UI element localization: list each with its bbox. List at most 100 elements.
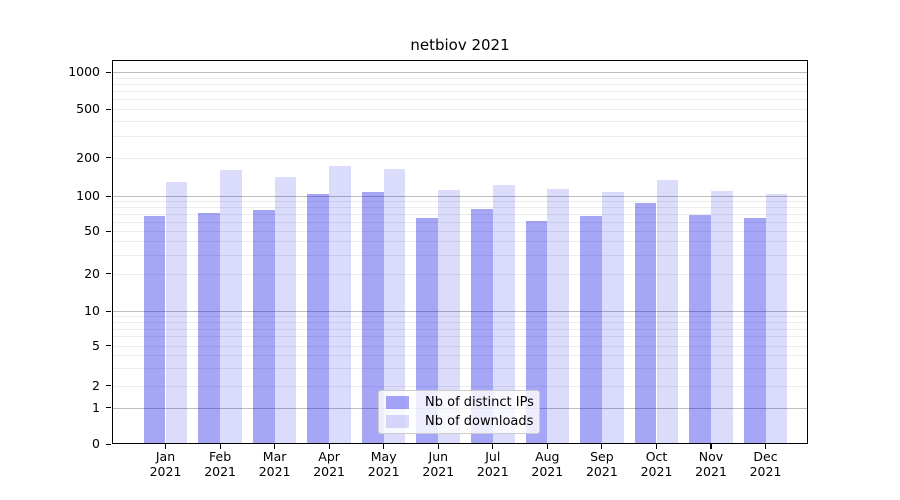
gridline-minor [112, 207, 808, 209]
bar-distinct-ips-nov [689, 214, 711, 444]
bar-distinct-ips-jan [143, 215, 166, 444]
bar-downloads-feb [220, 169, 242, 444]
x-tick-mark [601, 444, 603, 449]
gridline-minor [112, 136, 808, 137]
bar-downloads-sep [601, 192, 624, 444]
bar-distinct-ips-feb [198, 213, 221, 444]
bar-distinct-ips-dec [743, 217, 766, 444]
y-tick-mark [106, 407, 111, 409]
legend: Nb of distinct IPs Nb of downloads [378, 390, 540, 434]
x-tick-label: Nov 2021 [695, 449, 727, 479]
y-tick-mark [106, 443, 111, 445]
gridline-minor [112, 316, 808, 318]
gridline-major [112, 196, 808, 197]
y-tick-mark [106, 71, 111, 73]
gridline-minor [112, 336, 808, 338]
x-tick-label: Jan 2021 [149, 449, 182, 479]
y-tick-mark [106, 273, 111, 275]
x-tick-mark [437, 444, 439, 449]
y-tick-label: 10 [84, 303, 100, 318]
x-tick-mark [710, 444, 712, 449]
x-tick-mark [164, 444, 167, 449]
x-tick-label: Apr 2021 [313, 449, 345, 479]
bar-downloads-oct [656, 179, 679, 444]
x-tick-mark [655, 444, 658, 449]
y-tick-label: 500 [76, 101, 100, 116]
bar-downloads-aug [547, 188, 570, 444]
bar-downloads-apr [329, 165, 351, 444]
legend-label: Nb of distinct IPs [425, 395, 534, 410]
x-tick-mark [274, 444, 276, 449]
gridline-minor [112, 241, 808, 243]
bar-downloads-jul [492, 185, 515, 444]
gridline-minor [112, 355, 808, 357]
x-tick-mark [328, 444, 330, 449]
gridline-minor [112, 328, 808, 330]
bar-downloads-may [383, 168, 406, 444]
y-tick-label: 0 [92, 436, 100, 451]
y-tick-mark [106, 385, 111, 387]
gridline-minor [112, 273, 808, 275]
y-tick-label: 100 [76, 188, 100, 203]
x-tick-label: Oct 2021 [640, 449, 673, 479]
bar-distinct-ips-jun [416, 217, 439, 444]
chart-title: netbiov 2021 [410, 36, 510, 54]
bar-distinct-ips-jul [471, 208, 493, 444]
x-tick-label: Aug 2021 [531, 449, 564, 479]
y-tick-mark [106, 108, 111, 110]
x-tick-label: Mar 2021 [258, 449, 291, 479]
legend-label: Nb of downloads [425, 414, 534, 429]
y-tick-mark [106, 310, 111, 312]
x-tick-mark [219, 444, 221, 449]
y-tick-label: 1000 [68, 64, 100, 79]
gridline-minor [112, 367, 808, 369]
plot-area [112, 60, 808, 444]
y-tick-label: 200 [76, 149, 100, 165]
bar-downloads-jan [165, 182, 188, 444]
bar-distinct-ips-may [361, 192, 384, 444]
x-tick-label: Sep 2021 [585, 449, 618, 479]
gridline-major [112, 311, 808, 312]
gridline-minor [112, 120, 808, 122]
gridline-minor [112, 99, 808, 101]
legend-swatch-downloads [386, 415, 409, 428]
gridline-minor [112, 385, 808, 387]
x-tick-label: Jul 2021 [476, 449, 509, 479]
gridline-minor [112, 254, 808, 256]
gridline-minor [112, 322, 808, 324]
bar-distinct-ips-aug [525, 221, 548, 444]
bar-distinct-ips-apr [307, 194, 330, 444]
x-tick-label: Dec 2021 [749, 449, 782, 479]
legend-item-downloads: Nb of downloads [379, 414, 539, 429]
y-tick-mark [106, 230, 111, 232]
y-tick-label: 20 [84, 265, 100, 281]
gridline-minor [112, 201, 808, 203]
gridline-minor [112, 345, 808, 347]
y-tick-label: 2 [92, 377, 100, 393]
gridline-minor [112, 91, 808, 92]
bar-distinct-ips-sep [580, 216, 602, 444]
y-tick-mark [106, 345, 111, 347]
x-tick-mark [383, 444, 385, 449]
gridline-minor [112, 231, 808, 232]
legend-swatch-distinct-ips [386, 396, 409, 409]
bar-distinct-ips-mar [252, 209, 275, 444]
x-tick-label: Feb 2021 [204, 449, 236, 479]
gridline-minor [112, 214, 808, 215]
y-tick-mark [106, 157, 111, 159]
gridline-minor [112, 109, 808, 110]
x-tick-mark [492, 444, 494, 449]
gridline-minor [112, 157, 808, 159]
x-tick-mark [546, 444, 548, 449]
bar-distinct-ips-oct [634, 203, 657, 444]
x-tick-mark [764, 444, 767, 449]
bar-downloads-jun [438, 190, 461, 444]
bar-downloads-mar [274, 177, 297, 444]
x-tick-label: May 2021 [367, 449, 400, 479]
y-tick-label: 50 [84, 223, 100, 238]
y-tick-label: 1 [92, 399, 100, 415]
y-tick-label: 5 [92, 337, 100, 353]
bar-downloads-nov [711, 191, 733, 444]
bar-downloads-dec [765, 194, 788, 444]
